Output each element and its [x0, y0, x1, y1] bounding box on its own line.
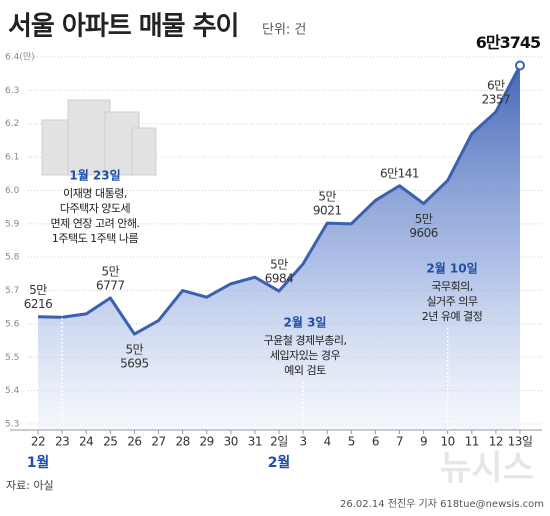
value-label: 9021 — [313, 204, 342, 218]
x-tick-label: 24 — [79, 435, 93, 449]
x-tick-label: 2일 — [270, 435, 288, 449]
y-tick-label: 5.6 — [5, 319, 20, 329]
value-label: 5만 — [270, 258, 288, 272]
x-tick-label: 5 — [348, 435, 355, 449]
annotation-line: 2년 유예 결정 — [422, 310, 483, 323]
x-tick-label: 11 — [465, 435, 479, 449]
y-tick-label: 6.0 — [5, 186, 20, 196]
y-tick-label: 6.2 — [5, 119, 19, 129]
value-label: 9606 — [409, 226, 438, 240]
watermark: 뉴시스 — [440, 449, 534, 489]
value-label: 6만141 — [380, 166, 419, 180]
value-label: 5만 — [101, 264, 119, 278]
x-tick-label: 12 — [489, 435, 503, 449]
annotation-line: 면제 연장 고려 안해. — [51, 216, 140, 230]
value-label: 6777 — [96, 278, 125, 292]
x-tick-label: 30 — [224, 435, 238, 449]
x-tick-label: 23 — [55, 435, 69, 449]
annotation-title: 1월 23일 — [69, 168, 120, 183]
value-label: 5만 — [126, 343, 144, 357]
line — [37, 64, 522, 336]
chart-title: 서울 아파트 매물 추이 — [8, 12, 238, 42]
annotation-line: 예외 검토 — [284, 364, 326, 377]
y-tick-label: 6.4(만) — [5, 52, 35, 63]
annotation-line: 국무회의, — [431, 280, 472, 293]
x-tick-label: 26 — [127, 435, 141, 449]
annotation-line: 다주택자 양도세 — [60, 202, 130, 215]
x-tick-label: 3 — [300, 435, 307, 449]
y-tick-label: 5.8 — [5, 253, 20, 263]
y-tick-label: 5.7 — [5, 286, 19, 296]
x-tick-label: 6 — [372, 435, 379, 449]
annotation-line: 이재명 대통령, — [63, 187, 127, 200]
value-label: 6만3745 — [476, 33, 541, 52]
y-tick-label: 5.4 — [5, 386, 20, 396]
annotation-title: 2월 10일 — [426, 261, 477, 276]
x-tick-label: 13일 — [508, 435, 533, 449]
annotation-line: 실거주 의무 — [426, 295, 477, 308]
value-label: 5만 — [318, 190, 336, 204]
month-label: 2월 — [268, 454, 291, 471]
building-illustration — [41, 99, 157, 176]
source: 자료: 아실 — [6, 479, 54, 492]
value-label: 2357 — [482, 92, 511, 106]
unit-label: 단위: 건 — [262, 23, 306, 38]
x-tick-label: 29 — [200, 435, 214, 449]
value-label: 6984 — [265, 272, 294, 286]
month-label: 1월 — [27, 454, 50, 471]
value-label: 5만 — [415, 212, 433, 226]
x-tick-label: 22 — [31, 435, 45, 449]
value-label: 5만 — [29, 283, 47, 297]
annotation-title: 2월 3일 — [284, 315, 327, 330]
y-tick-label: 6.3 — [5, 86, 19, 96]
value-label: 6216 — [24, 297, 53, 311]
annotation-line: 세입자있는 경우 — [270, 349, 341, 362]
annotation-line: 구윤철 경제부총리, — [264, 334, 347, 347]
x-tick-label: 9 — [420, 435, 427, 449]
value-label: 5695 — [120, 357, 149, 371]
y-tick-label: 5.3 — [5, 420, 19, 430]
area — [38, 65, 520, 431]
value-label: 6만 — [487, 78, 505, 92]
end-point — [515, 60, 525, 71]
x-tick-label: 10 — [441, 435, 455, 449]
y-tick-label: 5.5 — [5, 353, 19, 363]
x-tick-label: 7 — [396, 435, 403, 449]
annotation-line: 1주택도 1주택 나름 — [52, 232, 139, 245]
x-tick-label: 4 — [324, 435, 331, 449]
y-tick-label: 5.9 — [5, 219, 20, 229]
credit: 26.02.14 전진우 기자 618tue@newsis.com — [340, 498, 544, 510]
x-tick-label: 27 — [151, 435, 165, 449]
y-tick-label: 6.1 — [5, 153, 19, 163]
x-tick-label: 28 — [175, 435, 189, 449]
x-tick-label: 25 — [103, 435, 117, 449]
x-tick-label: 31 — [248, 435, 262, 449]
